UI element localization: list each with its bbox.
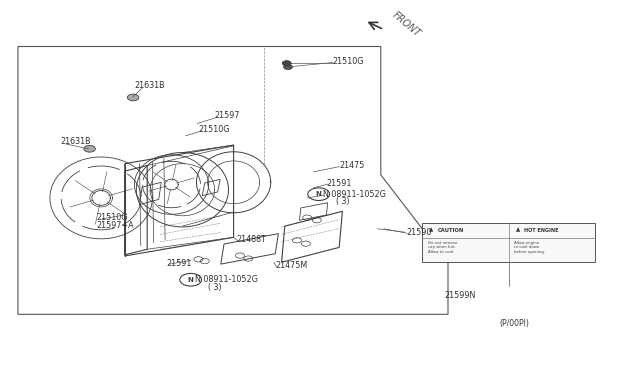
Text: (P/00PI): (P/00PI) — [499, 319, 529, 328]
Text: ( 3): ( 3) — [208, 283, 221, 292]
Text: ▲: ▲ — [516, 228, 520, 233]
Text: FRONT: FRONT — [390, 10, 422, 39]
Text: 21510G: 21510G — [333, 57, 364, 66]
Text: ( 3): ( 3) — [336, 197, 349, 206]
Text: 21475: 21475 — [339, 161, 365, 170]
Text: N 08911-1052G: N 08911-1052G — [323, 190, 386, 199]
Text: 21597+A: 21597+A — [96, 221, 134, 230]
Text: 21599N: 21599N — [445, 291, 476, 300]
Text: 21631B: 21631B — [134, 81, 165, 90]
Text: 21510G: 21510G — [96, 213, 127, 222]
Text: 21597: 21597 — [214, 111, 240, 120]
Text: N 08911-1052G: N 08911-1052G — [195, 275, 258, 284]
Text: Do not remove
cap when hot.
Allow to cool.: Do not remove cap when hot. Allow to coo… — [428, 241, 457, 254]
Text: 21590: 21590 — [406, 228, 432, 237]
Text: 21631B: 21631B — [61, 137, 92, 146]
Circle shape — [127, 94, 139, 101]
Text: 21475M: 21475M — [275, 262, 307, 270]
Text: 21591: 21591 — [326, 179, 352, 187]
Text: N: N — [316, 191, 322, 197]
Text: CAUTION: CAUTION — [438, 228, 465, 233]
Text: 21488T: 21488T — [237, 235, 267, 244]
Text: Allow engine
to cool down
before opening.: Allow engine to cool down before opening… — [514, 241, 545, 254]
Text: HOT ENGINE: HOT ENGINE — [524, 228, 559, 233]
Circle shape — [84, 145, 95, 152]
Circle shape — [284, 64, 292, 70]
Text: N: N — [188, 277, 194, 283]
FancyBboxPatch shape — [422, 223, 595, 262]
Text: 21510G: 21510G — [198, 125, 230, 134]
Text: ▲: ▲ — [429, 228, 433, 233]
Circle shape — [282, 61, 291, 66]
Text: 21591: 21591 — [166, 259, 192, 267]
